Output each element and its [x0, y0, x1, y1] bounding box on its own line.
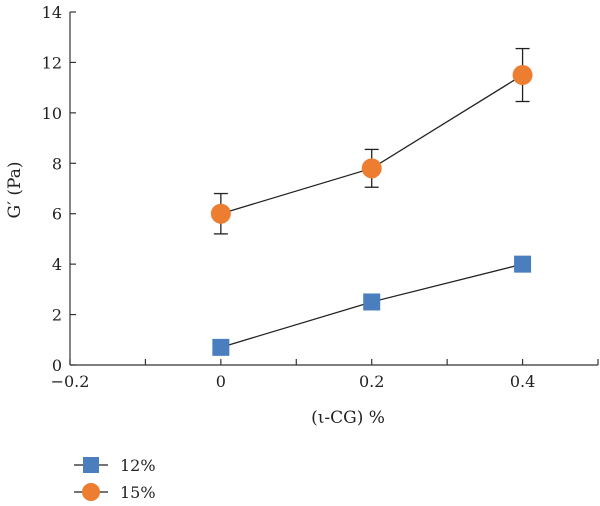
y-tick-label: 12 [42, 53, 62, 72]
y-tick-label: 2 [52, 306, 62, 325]
x-tick-label: 0.4 [510, 372, 535, 391]
data-point [512, 65, 533, 86]
data-point [212, 338, 230, 356]
series-2 [210, 47, 533, 235]
y-axis-label: G′ (Pa) [5, 162, 25, 219]
y-tick-label: 8 [52, 154, 62, 173]
legend: 12%15% [74, 456, 156, 502]
legend-entry: 12% [74, 456, 156, 475]
x-axis-label: (ι-CG) % [311, 408, 385, 428]
data-point [363, 293, 381, 311]
x-tick-label: 0.2 [359, 372, 384, 391]
y-tick-label: 10 [42, 104, 62, 123]
series-1 [212, 255, 532, 356]
y-tick-label: 0 [52, 356, 62, 375]
data-point [514, 255, 532, 273]
legend-marker [82, 483, 100, 501]
legend-label: 15% [120, 483, 156, 502]
data-point [361, 158, 382, 179]
series-layer [210, 47, 533, 356]
legend-marker [83, 457, 99, 473]
y-tick-label: 4 [52, 255, 62, 274]
legend-entry: 15% [74, 483, 156, 502]
y-tick-label: 6 [52, 205, 62, 224]
data-point [210, 203, 231, 224]
x-tick-label: 0 [216, 372, 226, 391]
x-tick-label: −0.2 [51, 372, 90, 391]
legend-label: 12% [120, 456, 156, 475]
series-line [220, 74, 523, 215]
y-tick-label: 14 [42, 3, 62, 22]
